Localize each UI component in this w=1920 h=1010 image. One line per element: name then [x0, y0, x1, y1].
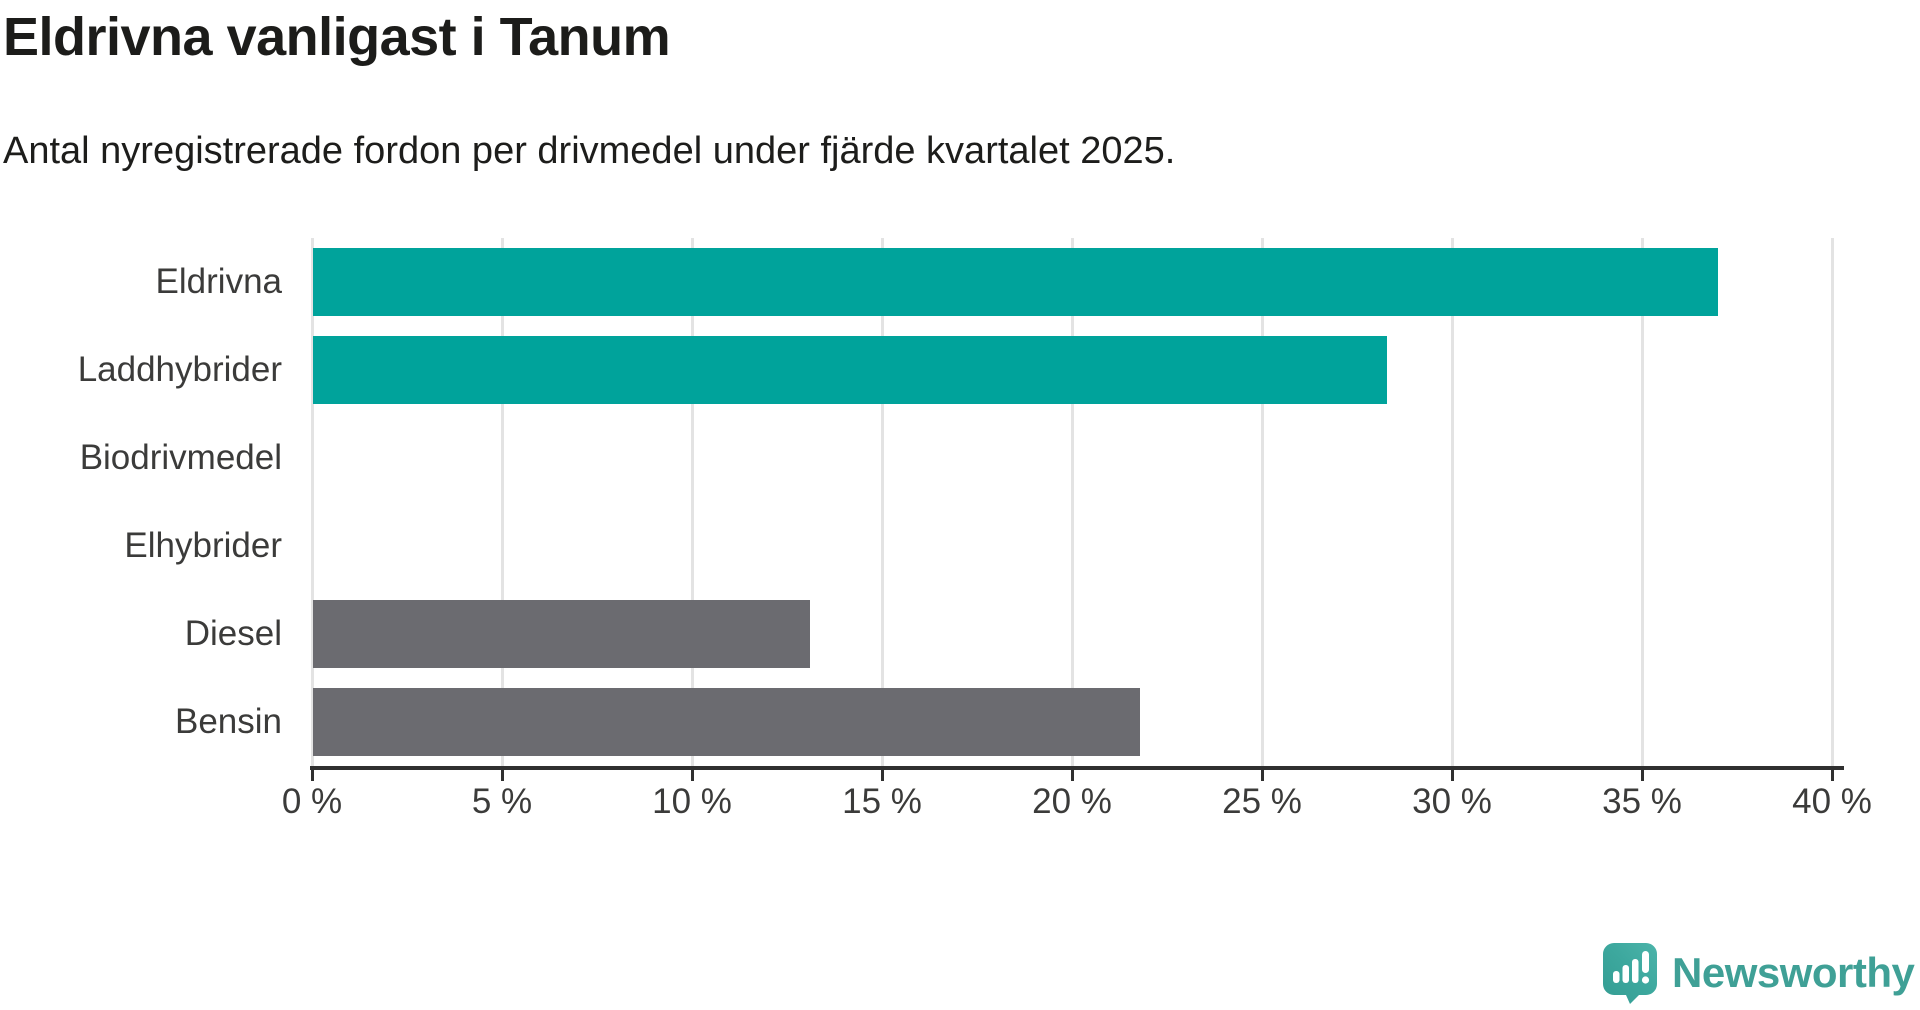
category-label: Laddhybrider — [77, 350, 282, 389]
bar-diesel — [313, 600, 810, 668]
gridline — [310, 238, 314, 766]
x-tick-mark — [1640, 770, 1644, 781]
x-tick-mark — [1070, 770, 1074, 781]
x-tick-label: 0 % — [281, 782, 343, 821]
newsworthy-logo-text: Newsworthy — [1672, 949, 1915, 996]
x-axis-line — [310, 766, 1844, 770]
gridline — [1070, 238, 1074, 766]
gridline — [1830, 238, 1834, 766]
bar-laddhybrider — [313, 336, 1388, 404]
x-tick-mark — [690, 770, 694, 781]
category-label: Diesel — [184, 614, 282, 653]
x-tick-label: 35 % — [1602, 782, 1682, 821]
x-tick-mark — [500, 770, 504, 781]
x-tick-mark — [310, 770, 314, 781]
x-tick-label: 5 % — [471, 782, 533, 821]
gridline — [690, 238, 694, 766]
page-title: Eldrivna vanligast i Tanum — [3, 7, 671, 67]
x-tick-label: 15 % — [842, 782, 922, 821]
x-tick-label: 30 % — [1412, 782, 1492, 821]
newsworthy-logo[interactable]: Newsworthy — [1602, 942, 1915, 1004]
gridline — [1640, 238, 1644, 766]
bar-bensin — [313, 688, 1141, 756]
x-tick-mark — [1450, 770, 1454, 781]
gridline — [500, 238, 504, 766]
newsworthy-speech-bubble-barchart-icon — [1603, 943, 1657, 1004]
category-label: Elhybrider — [124, 526, 282, 565]
x-tick-label: 20 % — [1032, 782, 1112, 821]
category-label: Biodrivmedel — [79, 438, 282, 477]
x-tick-mark — [880, 770, 884, 781]
x-tick-label: 10 % — [652, 782, 732, 821]
x-tick-label: 40 % — [1792, 782, 1872, 821]
chart-subtitle: Antal nyregistrerade fordon per drivmede… — [3, 130, 1176, 172]
gridline — [1450, 238, 1454, 766]
x-tick-mark — [1260, 770, 1264, 781]
category-label: Bensin — [174, 702, 282, 741]
gridline — [1260, 238, 1264, 766]
gridline — [880, 238, 884, 766]
category-label: Eldrivna — [155, 262, 282, 301]
x-tick-label: 25 % — [1222, 782, 1302, 821]
x-tick-mark — [1830, 770, 1834, 781]
bar-eldrivna — [313, 248, 1718, 316]
